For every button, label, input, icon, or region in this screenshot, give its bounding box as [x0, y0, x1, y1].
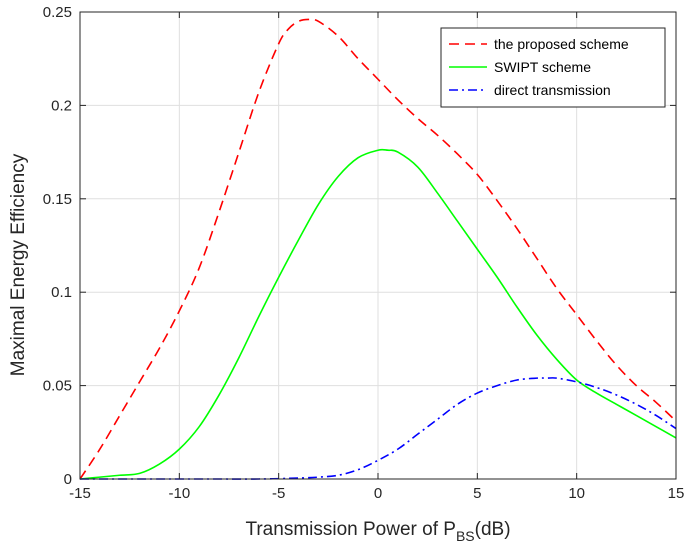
y-tick-label: 0.2	[51, 97, 72, 114]
x-tick-label: -10	[168, 485, 190, 502]
legend-label: direct transmission	[494, 82, 611, 98]
x-tick-label: 0	[374, 485, 382, 502]
series-line-2	[79, 148, 677, 480]
x-tick-label: -15	[69, 485, 91, 502]
y-tick-label: 0	[64, 471, 72, 488]
x-tick-label: -5	[272, 485, 285, 502]
series-line-1	[79, 18, 677, 480]
y-tick-label: 0.25	[43, 4, 72, 21]
legend: the proposed scheme SWIPT scheme direct tr…	[440, 27, 666, 108]
y-tick-label: 0.1	[51, 284, 72, 301]
x-tick-label: 10	[568, 485, 585, 502]
legend-label: SWIPT scheme	[494, 59, 591, 75]
tick-labels: -15 -10 -5 0 5 10 15 0 0.05 0.1 0.15 0.2 0.25	[43, 4, 685, 502]
x-axis-label: Transmission Power of PBS(dB)	[245, 519, 510, 544]
y-axis-label: Maximal Energy Efficiency	[8, 153, 29, 376]
y-tick-label: 0.05	[43, 378, 72, 395]
series-line-3	[79, 377, 677, 480]
x-tick-label: 15	[668, 485, 685, 502]
series-lines	[79, 18, 677, 480]
x-tick-label: 5	[473, 485, 481, 502]
tick-marks	[79, 11, 677, 480]
legend-label: the proposed scheme	[494, 36, 629, 52]
y-tick-label: 0.15	[43, 191, 72, 208]
